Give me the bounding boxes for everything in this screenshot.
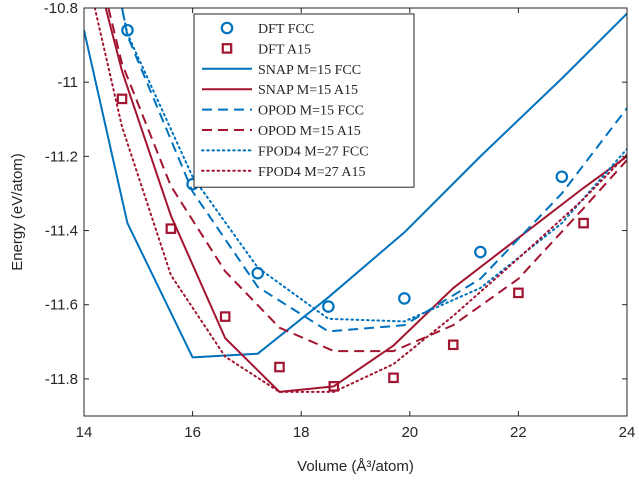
legend-entry: SNAP M=15 FCC [202, 63, 361, 78]
series-line-4 [121, 8, 627, 333]
legend-label: FPOD4 M=27 A15 [258, 165, 365, 180]
x-tick-label: 20 [401, 424, 418, 441]
series-4 [121, 8, 627, 333]
axes-box [83, 7, 628, 417]
y-tick-label: -11.4 [45, 223, 78, 240]
series-1 [116, 93, 589, 392]
legend-box [193, 13, 415, 188]
y-tick-label: -10.8 [44, 0, 78, 17]
data-point [513, 287, 524, 299]
series-2 [84, 12, 627, 359]
legend-label: OPOD M=15 A15 [258, 124, 361, 139]
legend-label: SNAP M=15 FCC [258, 63, 361, 78]
legend-entry: OPOD M=15 A15 [202, 124, 361, 139]
x-tick-label: 24 [619, 424, 636, 441]
series-6 [121, 8, 627, 323]
data-point [555, 170, 569, 184]
legend-swatch [220, 21, 234, 35]
series-line-3 [104, 8, 627, 393]
data-point [116, 93, 128, 105]
series-3 [104, 8, 627, 393]
legend-entry: OPOD M=15 FCC [202, 104, 364, 119]
series-5 [107, 8, 627, 353]
series-layer [84, 8, 627, 393]
x-tick-label: 18 [293, 424, 310, 441]
y-tick-label: -11 [57, 74, 78, 91]
legend-label: DFT FCC [258, 22, 314, 37]
legend-label: DFT A15 [258, 42, 311, 57]
y-tick-label: -11.8 [45, 371, 78, 388]
legend-label: OPOD M=15 FCC [258, 104, 364, 119]
axes-layer: 14 16 18 20 22 24 -10.8 -11 -11.2 -11.4 -11.6 -11.8 [44, 0, 636, 441]
data-point [274, 361, 285, 373]
x-tick-label: 14 [76, 424, 93, 441]
y-axis-label: Energy (eV/atom) [9, 153, 26, 271]
data-point [388, 372, 399, 384]
legend-entry: SNAP M=15 A15 [202, 83, 358, 98]
series-line-5 [107, 8, 627, 353]
data-point [474, 245, 487, 259]
legend-label: SNAP M=15 A15 [258, 83, 358, 98]
data-point [578, 217, 589, 229]
x-tick-label: 22 [510, 424, 527, 441]
x-axis-label: Volume (Å³/atom) [297, 458, 414, 475]
legend-swatch [221, 43, 233, 54]
legend-entry: FPOD4 M=27 A15 [201, 165, 365, 180]
y-tick-label: -11.2 [45, 148, 78, 165]
series-line-7 [93, 8, 627, 393]
legend-label: FPOD4 M=27 FCC [258, 144, 369, 159]
legend-entry: DFT A15 [221, 42, 311, 57]
series-line-2 [84, 12, 627, 359]
data-point [398, 292, 411, 305]
data-point [322, 300, 335, 313]
legend-entry: DFT FCC [220, 21, 314, 37]
data-point [165, 223, 177, 234]
legend-entry: FPOD4 M=27 FCC [201, 144, 369, 159]
legend: DFT FCC DFT A15 SNAP M=15 FCC SNAP M=15 A15… [193, 13, 415, 188]
data-point [219, 311, 231, 322]
series-line-6 [121, 8, 627, 323]
x-tick-label: 16 [184, 424, 201, 441]
y-tick-label: -11.6 [45, 297, 78, 314]
series-7 [93, 8, 627, 393]
data-point [447, 339, 459, 351]
